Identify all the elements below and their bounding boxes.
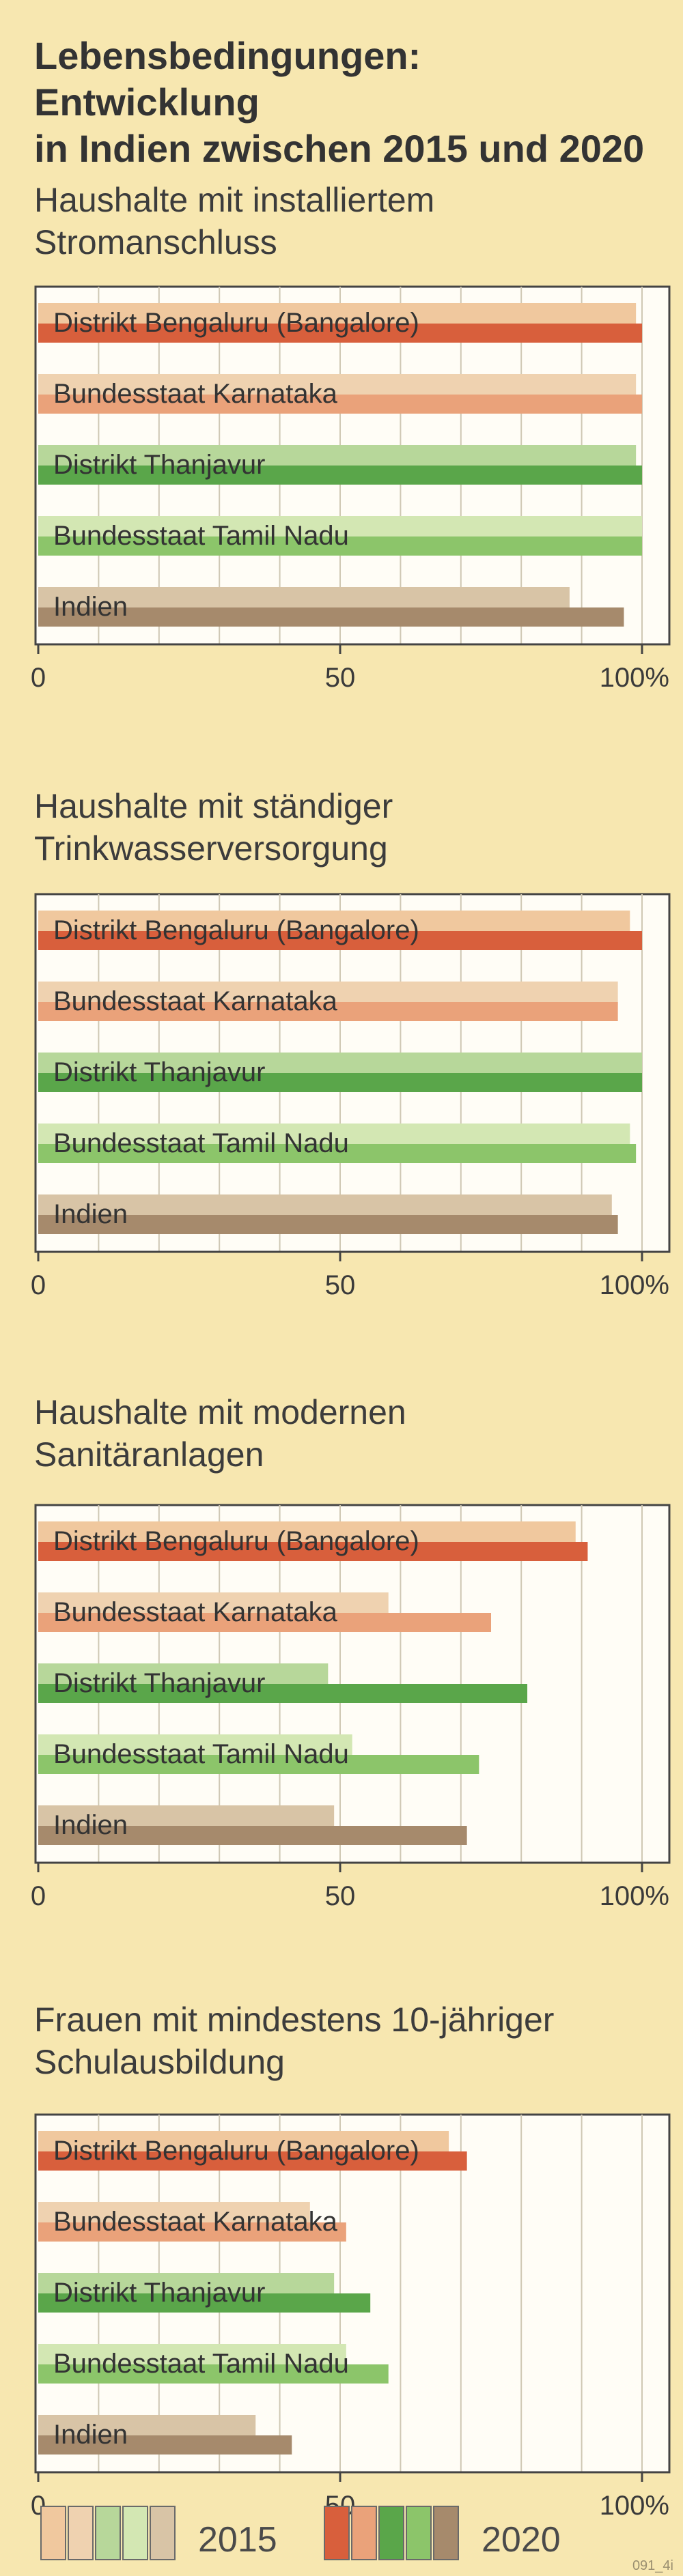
bar-2015-distrikt-bengaluru-bangalore xyxy=(38,303,637,326)
bar-2015-bundesstaat-tamil-nadu xyxy=(38,1124,630,1147)
bar-2015-indien xyxy=(38,587,570,610)
chart-haushalte-mit-installiertem: Distrikt Bengaluru (Bangalore) Bundesstaa… xyxy=(31,285,671,693)
legend-swatch-2020 xyxy=(351,2506,377,2560)
tick-label: 50 xyxy=(325,663,356,693)
chart-title-4: Frauen mit mindestens 10-jähriger Schula… xyxy=(34,2001,555,2081)
bar-2020-bundesstaat-karnataka xyxy=(38,395,642,414)
tick-label: 100% xyxy=(600,1270,669,1300)
category-label-distrikt-bengaluru-bangalore: Distrikt Bengaluru (Bangalore) xyxy=(53,915,419,945)
legend-swatch-2020 xyxy=(324,2506,350,2560)
bar-2020-distrikt-bengaluru-bangalore xyxy=(38,1542,588,1561)
bar-2015-indien xyxy=(38,1805,335,1829)
bar-2020-distrikt-thanjavur xyxy=(38,1073,642,1092)
legend-swatch-2020 xyxy=(378,2506,404,2560)
category-label-distrikt-bengaluru-bangalore: Distrikt Bengaluru (Bangalore) xyxy=(53,308,419,338)
tick-label: 100% xyxy=(600,1881,669,1911)
legend-swatch-2015 xyxy=(95,2506,121,2560)
bar-2020-distrikt-thanjavur xyxy=(38,466,642,485)
category-label-bundesstaat-tamil-nadu: Bundesstaat Tamil Nadu xyxy=(53,2349,349,2379)
legend-swatch-2015 xyxy=(122,2506,148,2560)
legend-swatch-2020 xyxy=(406,2506,432,2560)
category-label-distrikt-bengaluru-bangalore: Distrikt Bengaluru (Bangalore) xyxy=(53,2136,419,2166)
bar-2015-indien xyxy=(38,2415,256,2438)
tick-label: 0 xyxy=(31,1270,46,1300)
bar-2015-distrikt-bengaluru-bangalore xyxy=(38,2131,449,2154)
legend: 2015 2020 xyxy=(40,2506,561,2560)
legend-2020-swatches xyxy=(324,2506,459,2560)
bar-2020-distrikt-thanjavur xyxy=(38,1684,528,1703)
chart-title-2: Haushalte mit ständiger Trinkwasserverso… xyxy=(34,787,393,868)
bar-2020-bundesstaat-karnataka xyxy=(38,1613,491,1632)
tick-label: 50 xyxy=(325,1270,356,1300)
bar-2015-bundesstaat-tamil-nadu xyxy=(38,1734,352,1758)
bar-2015-indien xyxy=(38,1194,612,1218)
bar-2015-bundesstaat-karnataka xyxy=(38,374,637,397)
chart-title-3: Haushalte mit modernen Sanitäranlagen xyxy=(34,1393,406,1474)
bar-2015-bundesstaat-karnataka xyxy=(38,1592,389,1616)
chart-frauen-mit-mindestens-10-j-hriger: Distrikt Bengaluru (Bangalore) Bundesstaa… xyxy=(31,2113,671,2521)
category-label-bundesstaat-karnataka: Bundesstaat Karnataka xyxy=(53,1597,338,1627)
bar-2020-distrikt-thanjavur xyxy=(38,2293,371,2313)
bar-2015-bundesstaat-tamil-nadu xyxy=(38,516,642,539)
tick-label: 0 xyxy=(31,1881,46,1911)
bar-2015-distrikt-thanjavur xyxy=(38,1663,329,1687)
bar-2020-bundesstaat-tamil-nadu xyxy=(38,2364,389,2384)
bar-2015-distrikt-thanjavur xyxy=(38,2273,335,2296)
bar-2020-distrikt-bengaluru-bangalore xyxy=(38,2151,467,2171)
bar-2015-distrikt-thanjavur xyxy=(38,445,637,468)
chart-haushalte-mit-modernen: Distrikt Bengaluru (Bangalore) Bundesstaa… xyxy=(31,1504,671,1911)
category-label-bundesstaat-tamil-nadu: Bundesstaat Tamil Nadu xyxy=(53,1128,349,1158)
tick-label: 0 xyxy=(31,663,46,693)
page-title: Lebensbedingungen: Entwicklung in Indien… xyxy=(34,34,645,170)
legend-2015-swatches xyxy=(40,2506,176,2560)
category-label-bundesstaat-tamil-nadu: Bundesstaat Tamil Nadu xyxy=(53,1739,349,1769)
tick-label: 100% xyxy=(600,663,669,693)
category-label-distrikt-thanjavur: Distrikt Thanjavur xyxy=(53,450,265,480)
category-label-indien: Indien xyxy=(53,1199,128,1229)
bar-2020-bundesstaat-tamil-nadu xyxy=(38,536,642,556)
bar-2015-distrikt-bengaluru-bangalore xyxy=(38,1521,576,1545)
bar-2020-indien xyxy=(38,1826,467,1845)
category-label-bundesstaat-karnataka: Bundesstaat Karnataka xyxy=(53,379,338,409)
category-label-distrikt-thanjavur: Distrikt Thanjavur xyxy=(53,1057,265,1087)
bar-2020-bundesstaat-karnataka xyxy=(38,1002,618,1021)
bar-2020-indien xyxy=(38,607,624,627)
legend-swatch-2015 xyxy=(150,2506,176,2560)
bar-2020-bundesstaat-karnataka xyxy=(38,2222,346,2242)
legend-swatch-2015 xyxy=(68,2506,94,2560)
bar-2020-indien xyxy=(38,2435,292,2455)
category-label-indien: Indien xyxy=(53,1810,128,1840)
bar-2020-bundesstaat-tamil-nadu xyxy=(38,1144,637,1163)
bar-2015-distrikt-thanjavur xyxy=(38,1053,642,1076)
category-label-indien: Indien xyxy=(53,592,128,622)
category-label-bundesstaat-tamil-nadu: Bundesstaat Tamil Nadu xyxy=(53,521,349,551)
chart-title-1: Haushalte mit installiertem Stromanschlu… xyxy=(34,181,435,261)
footnote: 091_4i xyxy=(632,2558,673,2573)
legend-swatch-2020 xyxy=(433,2506,459,2560)
category-label-bundesstaat-karnataka: Bundesstaat Karnataka xyxy=(53,986,338,1016)
legend-swatch-2015 xyxy=(40,2506,66,2560)
legend-label-2015: 2015 xyxy=(198,2520,277,2560)
bar-2015-distrikt-bengaluru-bangalore xyxy=(38,911,630,934)
bar-2015-bundesstaat-tamil-nadu xyxy=(38,2344,346,2367)
legend-label-2020: 2020 xyxy=(482,2520,561,2560)
category-label-distrikt-thanjavur: Distrikt Thanjavur xyxy=(53,2278,265,2308)
category-label-bundesstaat-karnataka: Bundesstaat Karnataka xyxy=(53,2207,338,2237)
bar-2020-indien xyxy=(38,1215,618,1234)
category-label-distrikt-bengaluru-bangalore: Distrikt Bengaluru (Bangalore) xyxy=(53,1526,419,1556)
bar-2015-bundesstaat-karnataka xyxy=(38,982,618,1005)
category-label-indien: Indien xyxy=(53,2420,128,2450)
tick-label: 100% xyxy=(600,2491,669,2521)
bar-2020-distrikt-bengaluru-bangalore xyxy=(38,324,642,343)
bar-2015-bundesstaat-karnataka xyxy=(38,2202,310,2225)
category-label-distrikt-thanjavur: Distrikt Thanjavur xyxy=(53,1668,265,1698)
chart-haushalte-mit-st-ndiger: Distrikt Bengaluru (Bangalore) Bundesstaa… xyxy=(31,893,671,1300)
bar-2020-distrikt-bengaluru-bangalore xyxy=(38,931,642,950)
bar-2020-bundesstaat-tamil-nadu xyxy=(38,1755,479,1774)
tick-label: 50 xyxy=(325,1881,356,1911)
